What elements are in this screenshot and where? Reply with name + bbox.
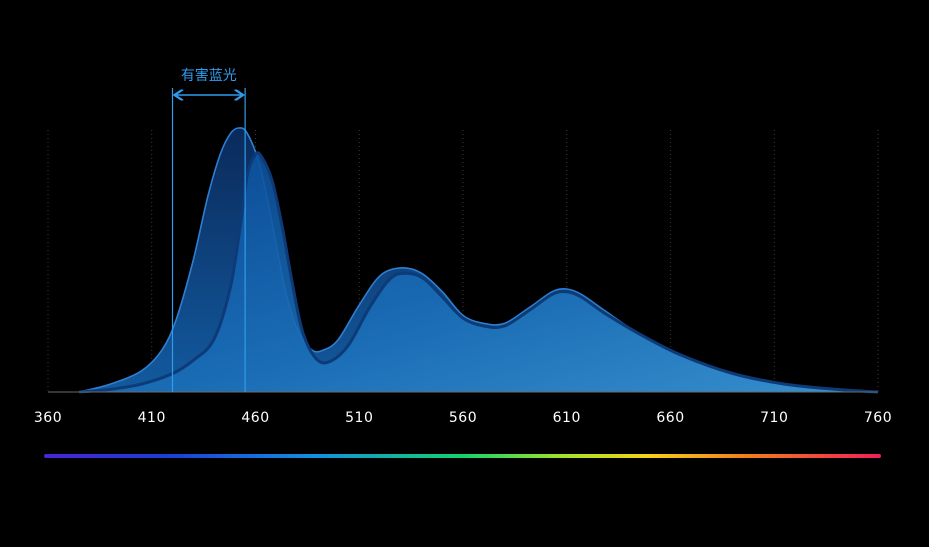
x-tick-label: 660 [656, 410, 684, 426]
x-tick-label: 510 [345, 410, 373, 426]
annotation-label: 有害蓝光 [181, 68, 237, 84]
series-line-back-darker [78, 127, 879, 393]
x-tick-label: 710 [760, 410, 788, 426]
x-tick-label: 610 [553, 410, 581, 426]
series-layer [78, 127, 879, 394]
series-line-front-lighter [78, 151, 879, 394]
spectrum-color-bar [44, 454, 881, 458]
x-axis-ticks: 360 410 460 510 560 610 660 710 760 [34, 410, 892, 426]
x-tick-label: 410 [138, 410, 166, 426]
harmful-blue-light-annotation: 有害蓝光 [171, 68, 246, 392]
x-tick-label: 760 [864, 410, 892, 426]
x-tick-label: 360 [34, 410, 62, 426]
x-tick-label: 460 [241, 410, 269, 426]
x-tick-label: 560 [449, 410, 477, 426]
